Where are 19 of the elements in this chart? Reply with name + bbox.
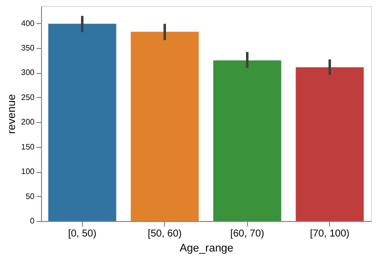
y-axis-title: revenue [6,94,18,134]
x-tick-label: [0, 50) [68,228,96,240]
x-tick-label: [60, 70) [230,228,264,240]
x-tick-label: [70, 100) [310,228,350,240]
y-tick-label: 50 [26,192,36,201]
y-tick-label: 150 [21,142,36,152]
bar [130,32,199,221]
bar [48,24,116,221]
bar [296,67,364,221]
y-tick-label: 400 [21,18,36,28]
y-tick-label: 200 [21,118,36,127]
y-tick-label: 0 [30,216,36,226]
x-tick-label: [50, 60) [148,228,182,240]
x-axis-title: Age_range [180,242,234,254]
y-tick-label: 300 [21,68,36,78]
y-tick-label: 250 [21,92,36,102]
y-tick-label: 350 [21,44,36,53]
y-tick-label: 100 [21,167,36,176]
bar [213,60,282,221]
